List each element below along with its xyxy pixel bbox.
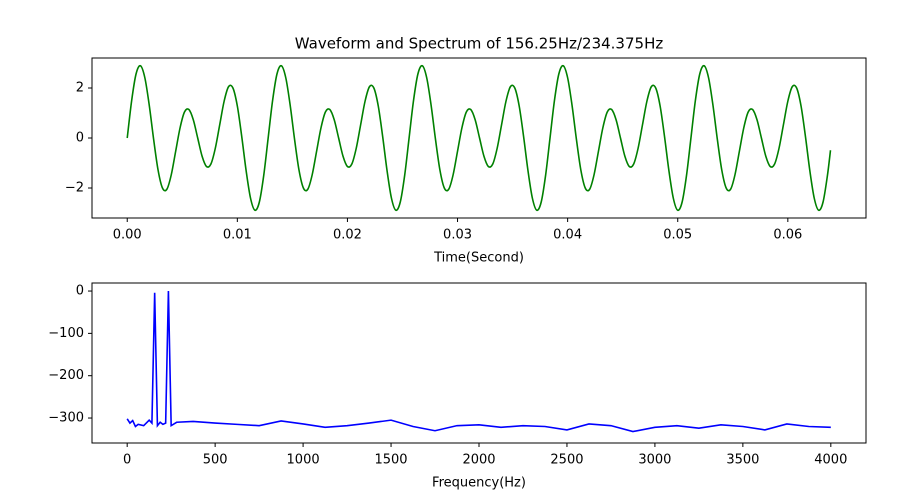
chart-title: Waveform and Spectrum of 156.25Hz/234.37… — [295, 35, 664, 53]
line — [126, 291, 831, 433]
x-tick-label: 0.03 — [443, 228, 472, 243]
y-tick-label: 2 — [76, 81, 84, 96]
y-tick-label: −2 — [65, 181, 84, 196]
x-tick-label: 0.00 — [113, 228, 142, 243]
x-tick-label: 500 — [203, 453, 228, 468]
x-tick-label: 1500 — [374, 453, 407, 468]
y-tick-label: 0 — [76, 284, 84, 299]
x-tick-label: 4000 — [814, 453, 847, 468]
axes-frame — [91, 57, 867, 219]
x-tick-label: 0.06 — [773, 228, 802, 243]
x-axis-label: Frequency(Hz) — [432, 476, 526, 491]
x-tick-label: 0.05 — [663, 228, 692, 243]
y-tick-label: 0 — [76, 131, 84, 146]
x-tick-label: 0.02 — [333, 228, 362, 243]
x-tick-label: 2000 — [462, 453, 495, 468]
x-axis-label: Time(Second) — [433, 251, 524, 266]
x-tick-label: 0.04 — [553, 228, 582, 243]
y-tick-label: −200 — [48, 368, 84, 383]
y-tick-label: −100 — [48, 326, 84, 341]
x-tick-label: 2500 — [550, 453, 583, 468]
x-tick-label: 0.01 — [223, 228, 252, 243]
line — [126, 64, 832, 212]
x-tick-label: 3500 — [726, 453, 759, 468]
x-tick-label: 1000 — [287, 453, 320, 468]
y-tick-label: −300 — [48, 411, 84, 426]
x-tick-label: 0 — [123, 453, 131, 468]
x-tick-label: 3000 — [638, 453, 671, 468]
axes-frame — [91, 282, 867, 444]
